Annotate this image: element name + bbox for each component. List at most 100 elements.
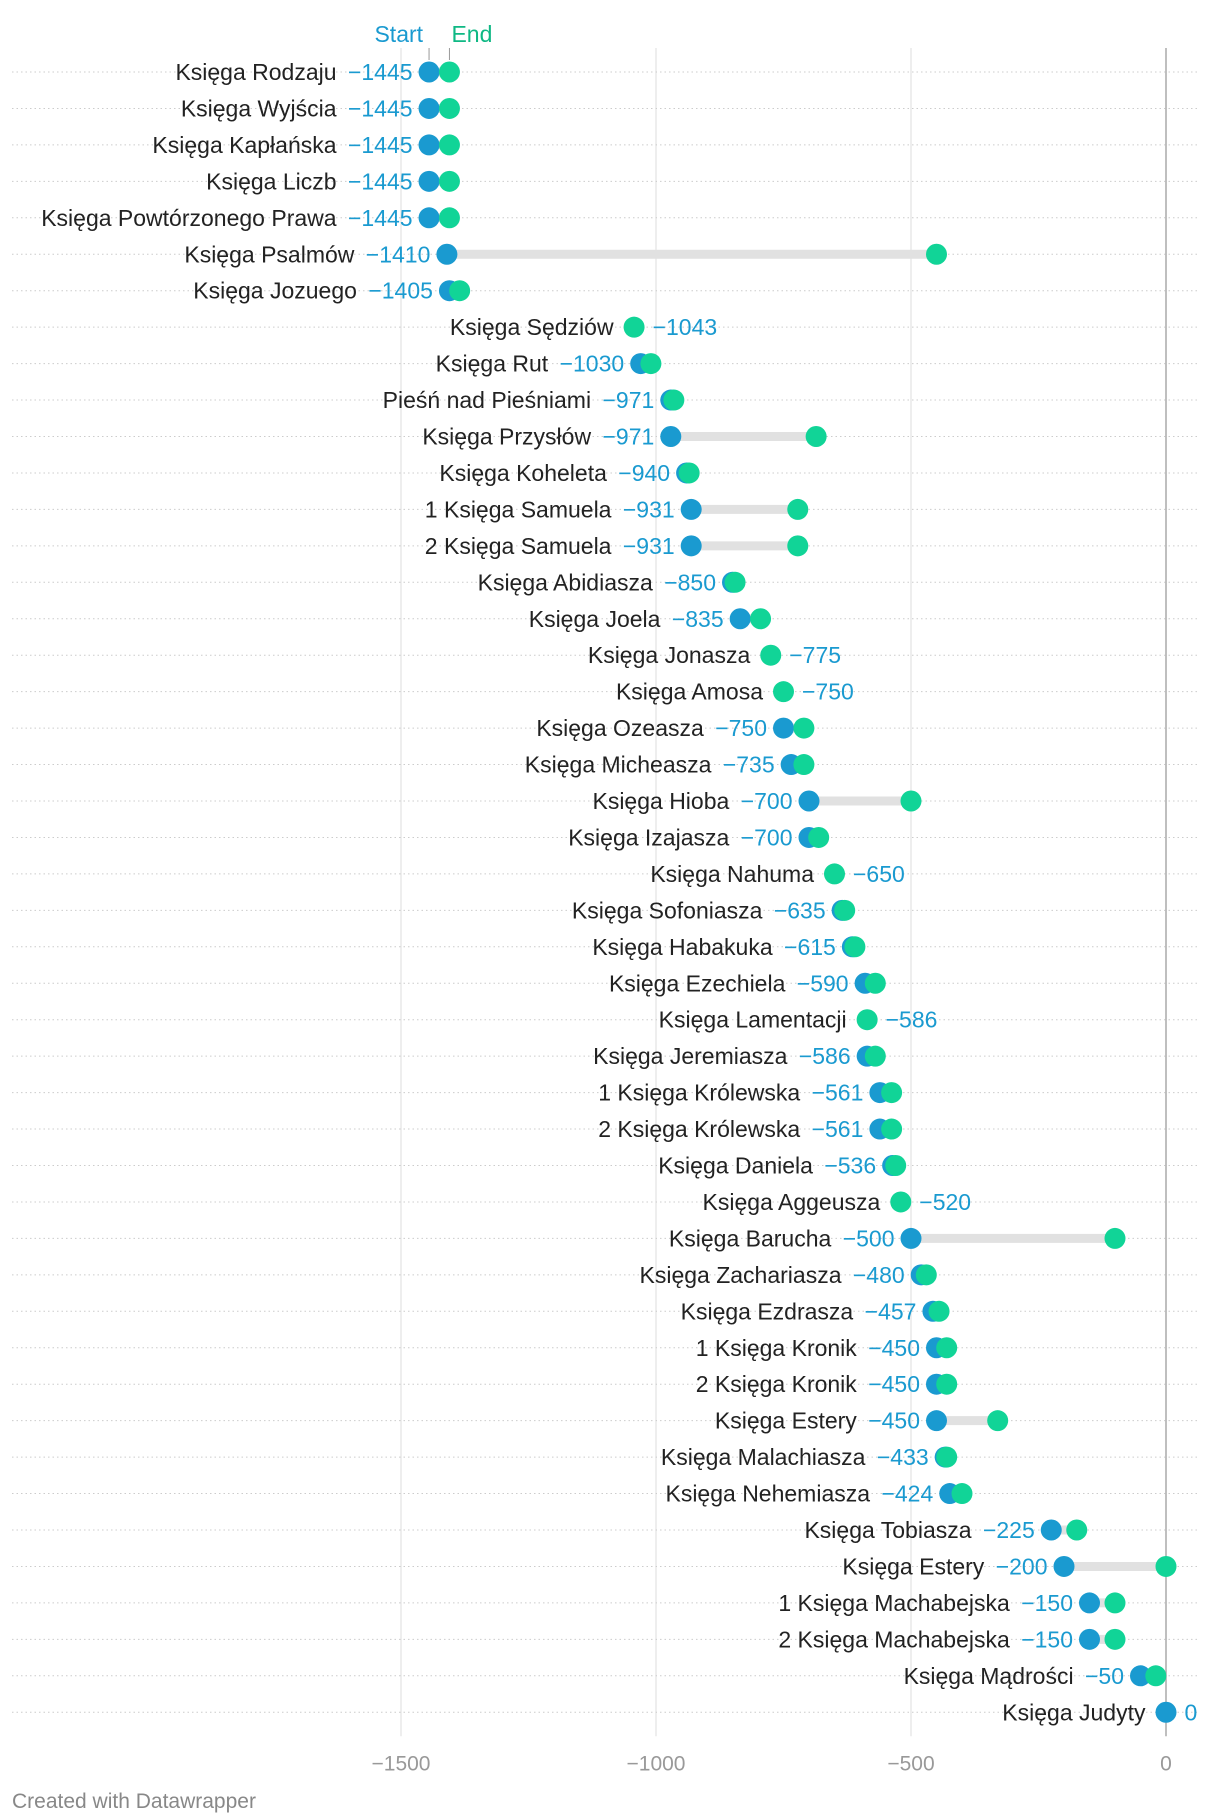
row-label: 1 Księga Kronik (696, 1335, 858, 1361)
row-label: Księga Jeremiasza (593, 1043, 788, 1069)
start-dot (680, 498, 702, 520)
row-label: Księga Lamentacji (659, 1007, 847, 1033)
row-label: Księga Rut (436, 351, 549, 377)
end-dot (805, 426, 827, 447)
value-label: −450 (868, 1371, 920, 1397)
value-label: −500 (843, 1225, 895, 1251)
row-label: Księga Barucha (669, 1225, 832, 1251)
start-dot (1040, 1519, 1062, 1541)
start-dot (680, 535, 702, 557)
value-label: −735 (723, 752, 775, 778)
end-dot (936, 1373, 958, 1395)
value-label: −931 (623, 533, 675, 559)
x-tick-label: −500 (887, 1752, 934, 1775)
x-tick-label: −1000 (627, 1752, 686, 1775)
end-dot (890, 1191, 912, 1213)
value-label: −561 (812, 1080, 864, 1106)
value-label: −1445 (348, 132, 413, 158)
value-label: −586 (886, 1007, 938, 1033)
value-label: −450 (868, 1335, 920, 1361)
end-dot (915, 1264, 937, 1286)
start-dot (773, 717, 794, 739)
value-label: −480 (853, 1262, 905, 1288)
end-dot (438, 134, 460, 156)
row-label: Księga Micheasza (525, 752, 712, 778)
row-label: Księga Liczb (206, 168, 336, 194)
value-label: −700 (741, 788, 793, 814)
value-label: −457 (865, 1298, 917, 1324)
value-label: −931 (623, 496, 675, 522)
row-label: Księga Joela (529, 606, 661, 632)
row-label: Księga Sofoniasza (572, 897, 763, 923)
start-dot (418, 207, 440, 229)
row-label: Księga Rodzaju (175, 59, 336, 85)
end-dot (449, 280, 471, 302)
row-label: Księga Jozuego (193, 278, 357, 304)
value-label: −424 (881, 1481, 933, 1507)
end-dot (1104, 1628, 1126, 1650)
value-label: −586 (799, 1043, 851, 1069)
legend-end: End (451, 21, 492, 47)
start-dot (1053, 1555, 1075, 1577)
start-dot (1079, 1628, 1100, 1650)
row-label: Księga Hioba (592, 788, 729, 814)
value-label: −150 (1021, 1590, 1073, 1616)
end-dot (623, 316, 645, 338)
start-dot (418, 170, 440, 192)
end-dot (724, 571, 746, 593)
value-label: −536 (824, 1153, 876, 1179)
start-dot (926, 1410, 947, 1432)
end-dot (881, 1118, 903, 1140)
end-dot (438, 61, 460, 83)
row-label: Księga Zachariasza (640, 1262, 842, 1288)
end-dot (856, 1009, 878, 1031)
row-label: Księga Koheleta (439, 460, 607, 486)
end-dot (844, 936, 866, 958)
row-label: Księga Wyjścia (181, 95, 337, 121)
end-dot (438, 207, 460, 229)
value-label: −50 (1085, 1663, 1124, 1689)
value-label: −650 (853, 861, 905, 887)
row-label: Księga Izajasza (568, 824, 729, 850)
start-dot (1155, 1701, 1177, 1723)
value-label: −433 (877, 1444, 929, 1470)
end-dot (951, 1483, 973, 1505)
value-label: −700 (741, 824, 793, 850)
value-label: −561 (812, 1116, 864, 1142)
legend-start: Start (374, 21, 423, 47)
value-label: −1405 (368, 278, 433, 304)
value-label: −971 (602, 424, 654, 450)
end-dot (787, 498, 809, 520)
end-dot (864, 1045, 886, 1067)
end-dot (1155, 1555, 1177, 1577)
row-label: Księga Ozeasza (536, 715, 704, 741)
value-label: −200 (996, 1553, 1048, 1579)
credit-footer: Created with Datawrapper (12, 1790, 256, 1813)
value-label: −775 (789, 642, 841, 668)
start-dot (418, 134, 440, 156)
start-dot (900, 1227, 922, 1249)
end-dot (793, 754, 815, 776)
value-label: −150 (1021, 1626, 1073, 1652)
row-label: 2 Księga Kronik (696, 1371, 858, 1397)
end-dot (881, 1082, 903, 1104)
row-label: Księga Abidiasza (478, 569, 653, 595)
value-label: −520 (919, 1189, 971, 1215)
value-label: −1410 (366, 241, 431, 267)
start-dot (418, 97, 440, 119)
value-label: −835 (672, 606, 724, 632)
row-label: Księga Kapłańska (152, 132, 336, 158)
start-dot (418, 61, 440, 83)
end-dot (928, 1300, 950, 1322)
row-label: 1 Księga Machabejska (778, 1590, 1010, 1616)
value-label: −450 (868, 1408, 920, 1434)
x-tick-label: 0 (1160, 1752, 1172, 1775)
value-label: −590 (797, 970, 849, 996)
value-label: −1043 (653, 314, 718, 340)
row-label: Księga Ezechiela (609, 970, 786, 996)
start-dot (1079, 1592, 1100, 1614)
value-label: −750 (715, 715, 767, 741)
end-dot (640, 353, 662, 375)
row-label: Księga Aggeusza (703, 1189, 881, 1215)
